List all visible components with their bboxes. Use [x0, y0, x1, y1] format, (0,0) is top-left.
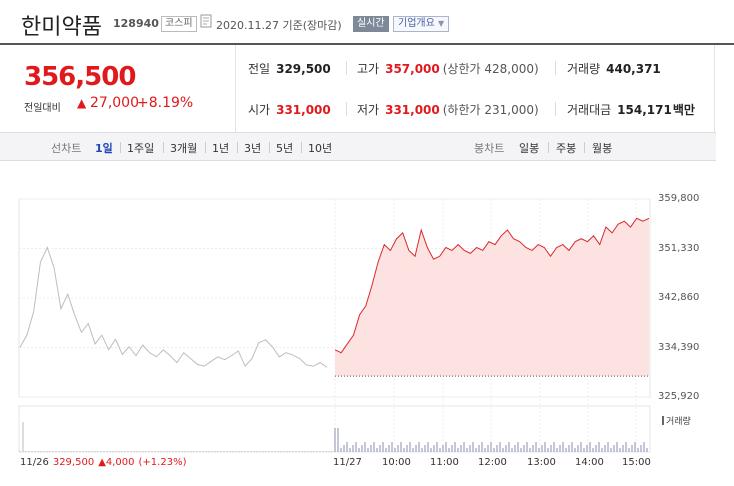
period-1d[interactable]: 1일 [95, 142, 113, 155]
line-chart-label: 선차트 [51, 142, 82, 155]
stat-value: 154,171 [617, 103, 672, 117]
header-divider [0, 43, 734, 45]
divider [555, 61, 556, 75]
x-tick: 10:00 [382, 457, 411, 468]
chevron-down-icon: ▼ [438, 19, 445, 28]
stat-value: 331,000 [385, 103, 440, 117]
realtime-button[interactable]: 실시간 [353, 16, 389, 32]
x-tick: 15:00 [622, 457, 651, 468]
stat-value: 329,500 [276, 62, 331, 76]
x-tick: 11:00 [430, 457, 459, 468]
change-percent: +8.19% [137, 95, 194, 111]
y-tick: 325,920 [658, 391, 700, 402]
turnover-unit: 백만 [672, 103, 695, 117]
divider [346, 102, 347, 116]
divider [237, 142, 238, 153]
period-1y[interactable]: 1년 [212, 142, 230, 155]
company-overview-label: 기업개요 [398, 18, 435, 29]
prev-day-series [19, 246, 328, 368]
volume-label: 거래량 [666, 417, 691, 427]
stat-high: 고가 357,000 (상한가 428,000) [357, 60, 539, 77]
divider [346, 61, 347, 75]
prev-day-change-percent: (+1.23%) [138, 457, 187, 468]
prev-day-summary: 11/26 329,500 ▲4,000 (+1.23%) [20, 457, 186, 468]
period-1w[interactable]: 1주일 [127, 142, 155, 155]
candle-monthly[interactable]: 월봉 [592, 142, 613, 155]
period-10y[interactable]: 10년 [308, 142, 333, 155]
up-arrow-icon: ▲ [98, 457, 106, 468]
stat-turnover: 거래대금 154,171백만 [567, 101, 695, 118]
volume-bar-icon [662, 416, 664, 425]
divider [584, 142, 585, 153]
upper-limit: (상한가 428,000) [442, 62, 539, 76]
y-tick: 351,330 [658, 243, 700, 254]
stat-label: 저가 [357, 103, 380, 117]
document-icon[interactable] [200, 14, 212, 28]
candle-daily[interactable]: 일봉 [519, 142, 540, 155]
stat-prev-close: 전일 329,500 [248, 60, 331, 77]
divider [120, 142, 121, 153]
candle-weekly[interactable]: 주봉 [556, 142, 577, 155]
change-label: 전일대비 [24, 103, 61, 114]
stat-value: 357,000 [385, 62, 440, 76]
stats-panel: 전일 329,500 고가 357,000 (상한가 428,000) 거래량 440,… [236, 45, 714, 132]
x-tick: 14:00 [575, 457, 604, 468]
stat-open: 시가 331,000 [248, 101, 331, 118]
period-bar: 선차트 1일 1주일 3개월 1년 3년 5년 10년 봉차트 일봉 주봉 월봉 [0, 132, 716, 161]
price-panel: 356,500 전일대비 ▲ 27,000 +8.19% [0, 45, 236, 132]
stat-label: 고가 [357, 62, 380, 76]
market-badge: 코스피 [161, 16, 197, 32]
stat-value: 331,000 [276, 103, 331, 117]
prev-day-date: 11/26 [20, 457, 49, 468]
lower-limit: (하한가 231,000) [442, 103, 539, 117]
stock-name: 한미약품 [21, 15, 102, 40]
volume-legend: 거래량 [662, 414, 691, 427]
today-area [335, 218, 649, 377]
stat-low: 저가 331,000 (하한가 231,000) [357, 101, 539, 118]
stat-label: 전일 [248, 62, 271, 76]
stat-label: 거래대금 [567, 103, 612, 117]
divider [548, 142, 549, 153]
up-arrow-icon: ▲ [77, 96, 87, 110]
period-3m[interactable]: 3개월 [170, 142, 198, 155]
divider [269, 142, 270, 153]
stat-value: 440,371 [606, 62, 661, 76]
chart-canvas [18, 198, 651, 453]
divider [301, 142, 302, 153]
x-tick: 12:00 [478, 457, 507, 468]
x-tick: 13:00 [527, 457, 556, 468]
company-overview-button[interactable]: 기업개요 ▼ [393, 16, 450, 32]
candle-chart-label: 봉차트 [474, 142, 505, 155]
prev-day-close: 329,500 [52, 457, 95, 468]
stat-volume: 거래량 440,371 [567, 60, 661, 77]
current-price: 356,500 [24, 62, 136, 92]
divider [205, 142, 206, 153]
panel-border [714, 45, 715, 132]
stock-header: 한미약품 128940 코스피 2020.11.27 기준(장마감) 실시간 기… [0, 0, 734, 44]
x-tick: 11/27 [333, 457, 362, 468]
base-date: 2020.11.27 기준(장마감) [216, 19, 342, 32]
stat-label: 거래량 [567, 62, 601, 76]
y-tick: 334,390 [658, 342, 700, 353]
today-series [334, 217, 650, 354]
prev-day-change: 4,000 [105, 457, 135, 468]
stock-code: 128940 [113, 17, 159, 30]
stat-label: 시가 [248, 103, 271, 117]
change-value: 27,000 [90, 95, 139, 111]
price-chart: 359,800 351,330 342,860 334,390 325,920 … [0, 161, 734, 486]
divider [555, 102, 556, 116]
y-tick: 359,800 [658, 193, 700, 204]
period-3y[interactable]: 3년 [244, 142, 262, 155]
divider [163, 142, 164, 153]
y-tick: 342,860 [658, 292, 700, 303]
period-5y[interactable]: 5년 [276, 142, 294, 155]
